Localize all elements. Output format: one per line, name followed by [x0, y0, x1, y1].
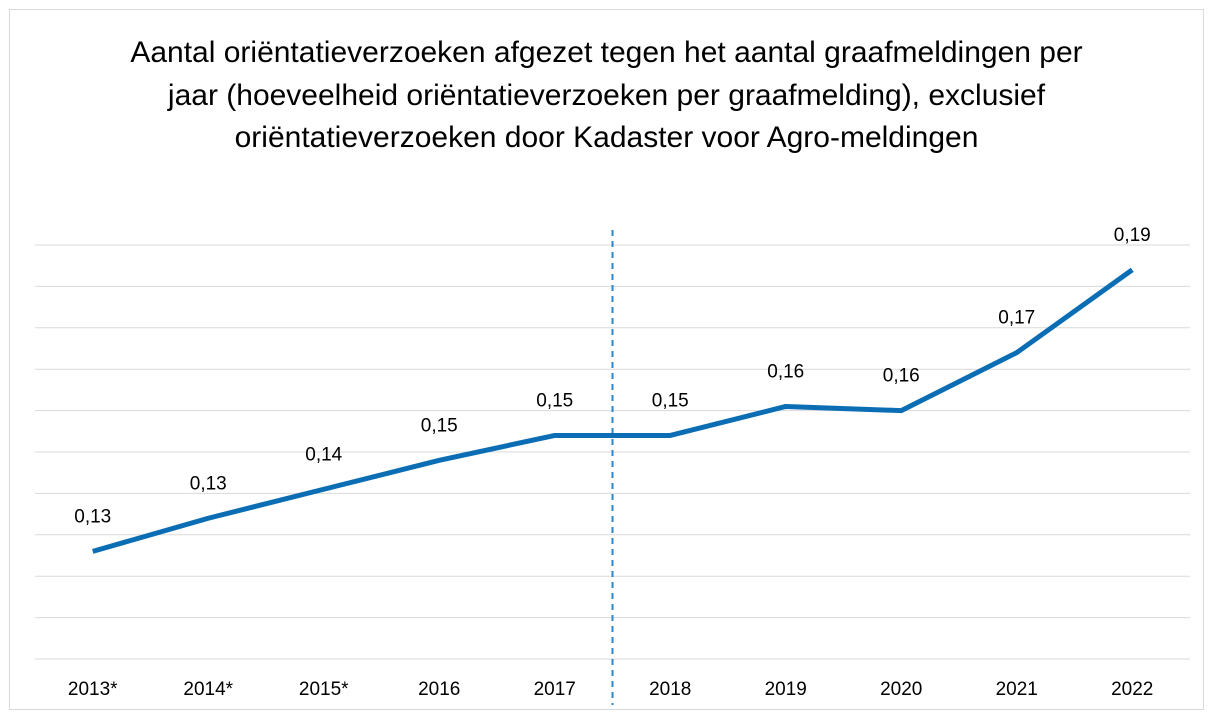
- data-label: 0,15: [536, 390, 573, 411]
- chart-title: Aantal oriëntatieverzoeken afgezet tegen…: [130, 36, 1083, 154]
- data-label: 0,15: [652, 390, 689, 411]
- data-label: 0,13: [190, 473, 227, 494]
- chart-border: [9, 9, 1204, 710]
- data-label: 0,13: [74, 506, 111, 527]
- x-tick-label: 2020: [880, 679, 922, 700]
- x-tick-label: 2014*: [183, 679, 233, 700]
- data-label: 0,15: [421, 415, 458, 436]
- data-label: 0,17: [998, 308, 1035, 329]
- data-label: 0,16: [883, 366, 920, 387]
- data-label: 0,14: [305, 444, 342, 465]
- data-label: 0,19: [1114, 225, 1151, 246]
- x-tick-label: 2018: [649, 679, 691, 700]
- data-label: 0,16: [767, 361, 804, 382]
- x-tick-label: 2021: [996, 679, 1038, 700]
- x-tick-label: 2022: [1111, 679, 1153, 700]
- data-line: [92, 267, 1134, 554]
- x-tick-label: 2016: [418, 679, 460, 700]
- x-tick-label: 2015*: [299, 679, 349, 700]
- x-tick-label: 2017: [534, 679, 576, 700]
- x-tick-label: 2013*: [68, 679, 118, 700]
- x-tick-label: 2019: [765, 679, 807, 700]
